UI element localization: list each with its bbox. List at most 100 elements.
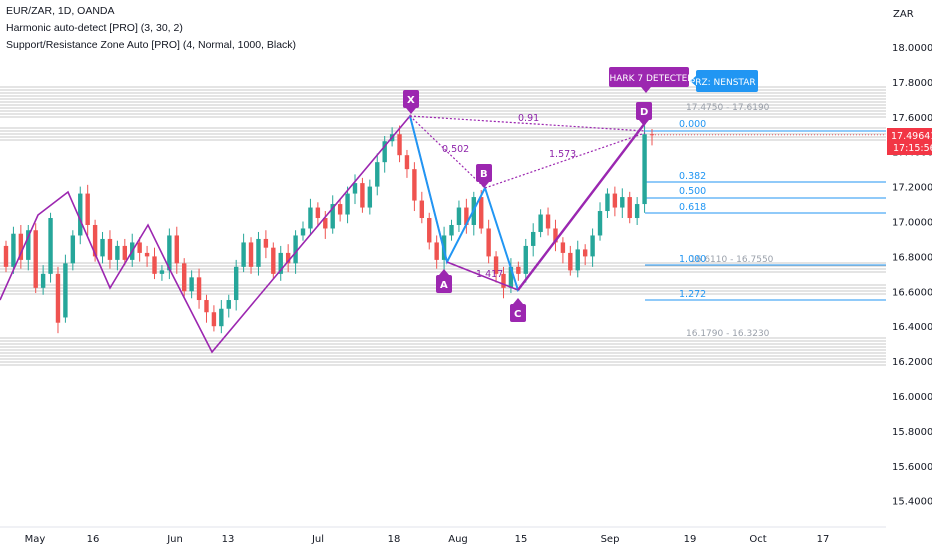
- candle: [501, 266, 506, 299]
- candle: [412, 162, 417, 212]
- last-price-tag: 17.49641 17:15:56: [887, 128, 932, 155]
- svg-text:A: A: [440, 280, 448, 291]
- zone-label-mid: 16.6110 - 16.7550: [690, 255, 774, 265]
- candle: [248, 237, 254, 274]
- candle: [560, 237, 566, 264]
- candle-body: [508, 266, 514, 288]
- candle: [285, 244, 291, 273]
- candle-body: [590, 235, 595, 257]
- candle: [48, 212, 53, 283]
- candle: [367, 179, 373, 215]
- candle-body: [256, 238, 261, 267]
- candle: [11, 226, 16, 274]
- candle: [18, 224, 24, 269]
- candle-body: [174, 235, 179, 264]
- svg-text:X: X: [407, 95, 415, 106]
- candle: [575, 240, 580, 278]
- candle-body: [323, 218, 328, 229]
- candle-body: [11, 233, 16, 267]
- candle: [226, 294, 231, 318]
- candle-body: [568, 252, 573, 271]
- ratio-label-xd: 0.91: [518, 113, 539, 124]
- candle-body: [315, 207, 321, 219]
- y-tick-label: 17.60000: [892, 113, 932, 124]
- candle: [397, 125, 402, 163]
- candle: [568, 245, 573, 276]
- candle: [55, 266, 61, 334]
- x-tick-label: 16: [87, 534, 100, 545]
- candle: [40, 265, 46, 295]
- candle: [300, 221, 306, 241]
- x-tick-label: May: [25, 534, 46, 545]
- candle: [404, 149, 410, 178]
- time-axis[interactable]: May 16 Jun 13 Jul 18 Aug 15 Sep 19 Oct 17: [0, 526, 886, 545]
- price-axis[interactable]: ZAR 18.0000017.8000017.6000017.4000017.2…: [892, 9, 932, 508]
- candle-body: [479, 197, 484, 229]
- x-tick-label: Sep: [601, 534, 620, 545]
- candle-body: [582, 249, 588, 257]
- candle: [634, 197, 640, 225]
- candle-body: [144, 252, 150, 257]
- indicator-sr-zone-label[interactable]: Support/Resistance Zone Auto [PRO] (4, N…: [6, 39, 297, 51]
- candle-body: [427, 218, 432, 243]
- candle-body: [115, 245, 120, 260]
- ratio-label-xb: 0.502: [442, 144, 469, 155]
- candle-body: [360, 183, 365, 208]
- candle: [219, 300, 224, 334]
- candle-body: [404, 155, 410, 170]
- candle: [612, 186, 618, 217]
- candle: [174, 226, 179, 274]
- candle: [523, 238, 528, 283]
- candle-body: [226, 300, 231, 309]
- candle-body: [345, 193, 350, 215]
- candle: [271, 242, 276, 280]
- currency-label: ZAR: [893, 9, 914, 20]
- candle: [233, 259, 239, 311]
- candle-body: [412, 169, 417, 201]
- candle-body: [285, 252, 291, 264]
- candle: [115, 240, 120, 271]
- candle: [182, 258, 187, 297]
- candle-body: [330, 204, 335, 229]
- candle-body: [55, 273, 61, 323]
- candle: [337, 198, 343, 222]
- candle-body: [642, 134, 647, 205]
- candle: [33, 223, 38, 294]
- candle-body: [152, 256, 157, 274]
- candle-body: [263, 238, 269, 248]
- candle-body: [493, 256, 499, 274]
- candle: [464, 198, 469, 234]
- ratio-label-ac: 1.417: [476, 269, 503, 280]
- y-tick-label: 17.80000: [892, 78, 932, 89]
- candle-body: [553, 228, 558, 243]
- candle: [3, 240, 9, 273]
- candle: [144, 245, 150, 267]
- x-tick-label: 13: [222, 534, 235, 545]
- candle: [545, 207, 551, 236]
- candle-body: [449, 224, 454, 236]
- candle-body: [159, 270, 165, 274]
- y-tick-label: 15.80000: [892, 427, 932, 438]
- symbol-title[interactable]: EUR/ZAR, 1D, OANDA: [6, 5, 115, 17]
- candle-body: [605, 193, 610, 212]
- candle: [642, 125, 647, 213]
- candle: [189, 270, 194, 299]
- candle-body: [122, 245, 128, 260]
- candle-body: [233, 266, 239, 301]
- y-tick-label: 15.40000: [892, 497, 932, 508]
- y-tick-label: 18.00000: [892, 43, 932, 54]
- zone-label-lower: 16.1790 - 16.3230: [686, 329, 770, 339]
- candle-body: [241, 242, 246, 267]
- candle-body: [63, 263, 68, 318]
- candle-body: [48, 218, 53, 274]
- candle-body: [300, 228, 306, 236]
- indicator-harmonic-label[interactable]: Harmonic auto-detect [PRO] (3, 30, 2): [6, 22, 183, 34]
- candle: [345, 186, 350, 224]
- candle: [582, 244, 588, 266]
- candle: [26, 224, 31, 271]
- x-tick-label: Jul: [311, 534, 324, 545]
- bar-countdown: 17:15:56: [893, 143, 932, 154]
- candle-body: [182, 263, 187, 292]
- last-price-value: 17.49641: [891, 131, 932, 142]
